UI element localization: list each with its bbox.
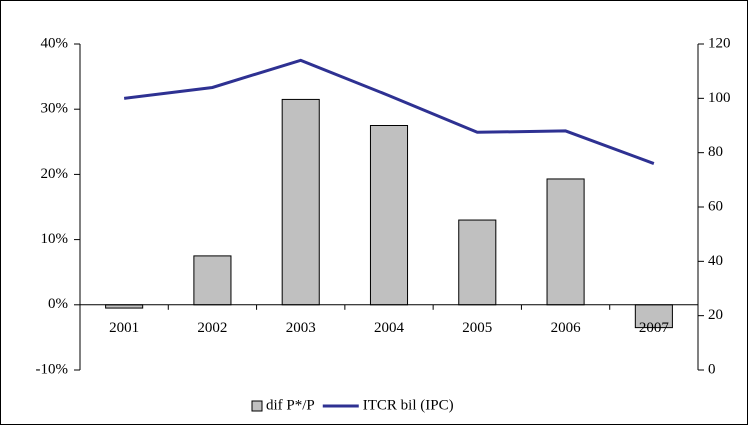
x-tick-label: 2002 bbox=[197, 320, 227, 336]
y-tick-label: -10% bbox=[36, 361, 69, 377]
y2-tick-label: 60 bbox=[708, 198, 723, 214]
y2-tick-label: 100 bbox=[708, 90, 731, 106]
x-tick-label: 2003 bbox=[286, 320, 316, 336]
x-tick-label: 2005 bbox=[462, 320, 492, 336]
y2-tick-label: 0 bbox=[708, 361, 716, 377]
legend-label: ITCR bil (IPC) bbox=[363, 397, 454, 413]
x-tick-label: 2001 bbox=[109, 320, 139, 336]
y-tick-label: 10% bbox=[41, 231, 69, 247]
y2-tick-label: 80 bbox=[708, 144, 723, 160]
x-tick-label: 2006 bbox=[551, 320, 582, 336]
y2-tick-label: 20 bbox=[708, 307, 723, 323]
legend-label: dif P*/P bbox=[266, 397, 315, 413]
y2-tick-label: 120 bbox=[708, 35, 731, 51]
y-tick-label: 0% bbox=[48, 296, 68, 312]
x-tick-label: 2007 bbox=[639, 320, 670, 336]
bar bbox=[458, 219, 497, 306]
y-tick-label: 30% bbox=[41, 101, 69, 117]
bar bbox=[369, 125, 409, 306]
line bbox=[123, 58, 655, 165]
y-tick-label: 40% bbox=[41, 35, 69, 51]
bar bbox=[546, 178, 585, 306]
legend-swatch bbox=[251, 400, 263, 412]
bar bbox=[281, 98, 320, 306]
y2-tick-label: 40 bbox=[708, 253, 723, 269]
bar bbox=[193, 255, 232, 306]
x-tick-label: 2004 bbox=[374, 320, 405, 336]
y-tick-label: 20% bbox=[41, 166, 69, 182]
